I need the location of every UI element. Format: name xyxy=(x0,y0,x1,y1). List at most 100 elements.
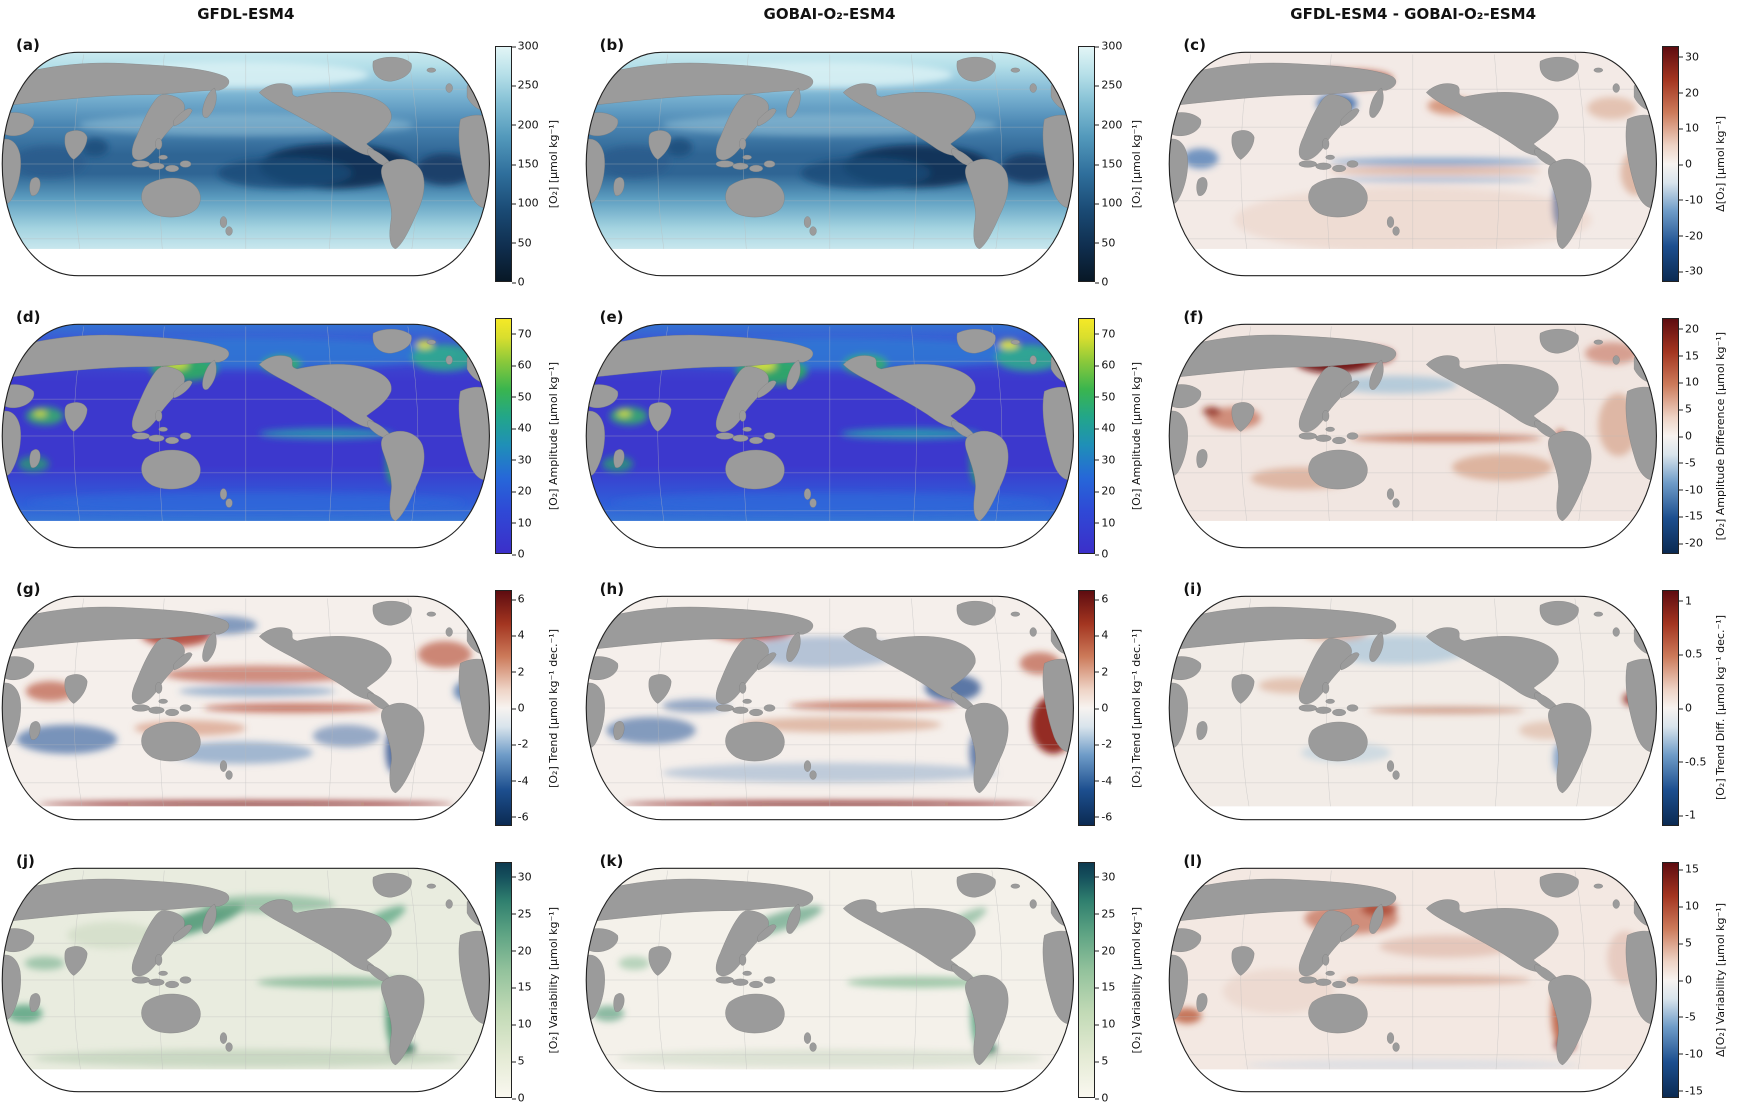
map-l: (l) xyxy=(1167,844,1659,1116)
colorbar-tick: 300 xyxy=(511,39,539,53)
colorbar-label: Δ[O₂] Variability [μmol kg⁻¹] xyxy=(1714,902,1727,1058)
colorbar-tick: -10 xyxy=(1679,193,1703,207)
panel-c: (c) xyxy=(1167,28,1751,300)
map-e: (e) xyxy=(584,300,1076,572)
colorbar-tick: 0 xyxy=(1095,1091,1109,1105)
colorbar-label: [O₂] Trend Diff. [μmol kg⁻¹ dec.⁻¹] xyxy=(1714,615,1727,801)
colorbar-tick: 0 xyxy=(511,275,525,289)
map-b: (b) xyxy=(584,28,1076,300)
colorbar-tick: 0 xyxy=(1679,973,1692,987)
colorbar-tick: -10 xyxy=(1679,483,1703,497)
colorbar-ticks: 0 5 10 15 20 25 30 xyxy=(511,862,546,1104)
world-map-amplitude-gfdl xyxy=(1,323,490,549)
colorbar-gradient xyxy=(1078,862,1096,1098)
colorbar-j: 0 5 10 15 20 25 30 [O₂] Variability [μmol kg⁻¹… xyxy=(492,844,584,1116)
colorbar-b: 0 50 100 150 200 250 300 [O₂] [μmol kg⁻¹] xyxy=(1075,28,1167,300)
colorbar-tick: 10 xyxy=(1095,1017,1116,1031)
colorbar-gradient xyxy=(494,862,512,1098)
colorbar-tick: 0 xyxy=(1095,275,1109,289)
colorbar-tick: 70 xyxy=(1095,327,1116,341)
colorbar-tick: 5 xyxy=(511,1054,525,1068)
colorbar-tick: 100 xyxy=(1095,196,1123,210)
colorbar-tick: 0.5 xyxy=(1679,647,1703,661)
world-map-o2-gobai xyxy=(585,51,1074,277)
colorbar-tick: 40 xyxy=(511,421,532,435)
colorbar-tick: -4 xyxy=(511,774,529,788)
panel-b: (b) xyxy=(584,28,1168,300)
panel-f: (f) xyxy=(1167,300,1751,572)
column-titles: GFDL-ESM4 GOBAI-O₂-ESM4 GFDL-ESM4 - GOBA… xyxy=(0,0,1751,28)
column-title-difference: GFDL-ESM4 - GOBAI-O₂-ESM4 xyxy=(1290,5,1537,23)
colorbar-tick: 6 xyxy=(511,592,525,606)
colorbar-tick: 200 xyxy=(511,118,539,132)
colorbar-tick: -20 xyxy=(1679,229,1703,243)
colorbar-gradient xyxy=(494,318,512,554)
panel-i: (i) xyxy=(1167,572,1751,844)
colorbar-gradient xyxy=(1078,318,1096,554)
colorbar-tick: 250 xyxy=(511,78,539,92)
colorbar-tick: -0.5 xyxy=(1678,755,1707,769)
colorbar-tick: 30 xyxy=(1095,870,1116,884)
panel-grid: (a) xyxy=(0,28,1751,1116)
map-j: (j) xyxy=(0,844,492,1116)
panel-label: (j) xyxy=(16,852,35,870)
colorbar-label: Δ[O₂] [μmol kg⁻¹] xyxy=(1714,116,1727,212)
colorbar-tick: -6 xyxy=(1095,810,1113,824)
colorbar-tick: 5 xyxy=(1679,936,1692,950)
colorbar-tick: -5 xyxy=(1679,1010,1696,1024)
panel-label: (i) xyxy=(1183,580,1203,598)
colorbar-tick: 30 xyxy=(1095,453,1116,467)
colorbar-tick: 300 xyxy=(1095,39,1123,53)
colorbar-tick: -15 xyxy=(1679,1084,1703,1098)
colorbar-tick: 20 xyxy=(511,944,532,957)
colorbar-gradient xyxy=(494,46,512,282)
colorbar-tick: 0 xyxy=(511,701,525,715)
colorbar-label: [O₂] Variability [μmol kg⁻¹] xyxy=(1130,906,1144,1054)
colorbar-tick: 250 xyxy=(1095,78,1123,92)
colorbar-tick: -6 xyxy=(511,810,529,824)
panel-label: (h) xyxy=(599,580,625,598)
map-c: (c) xyxy=(1167,28,1659,300)
colorbar-tick: -30 xyxy=(1679,264,1703,278)
colorbar-tick: 2 xyxy=(511,665,525,679)
colorbar-tick: 20 xyxy=(1095,484,1116,498)
panel-label: (b) xyxy=(599,36,625,54)
colorbar-label: [O₂] [μmol kg⁻¹] xyxy=(1130,119,1144,209)
world-map-o2-gfdl xyxy=(1,51,490,277)
colorbar-tick: 5 xyxy=(1095,1054,1109,1068)
colorbar-tick: 30 xyxy=(511,870,532,884)
colorbar-ticks: -30 -20 -10 0 10 20 30 xyxy=(1679,46,1713,282)
colorbar-tick: 20 xyxy=(1095,944,1116,957)
colorbar-ticks: -6 -4 -2 0 2 4 6 xyxy=(1095,590,1129,826)
colorbar-label: [O₂] Amplitude [μmol kg⁻¹] xyxy=(1130,361,1144,511)
colorbar-tick: 0 xyxy=(1679,429,1692,443)
colorbar-tick: 2 xyxy=(1095,665,1109,679)
colorbar-tick: 15 xyxy=(511,980,532,994)
colorbar-label: [O₂] Amplitude Difference [μmol kg⁻¹] xyxy=(1714,331,1727,541)
colorbar-ticks: 0 10 20 30 40 50 60 70 xyxy=(1095,318,1129,560)
colorbar-label: [O₂] [μmol kg⁻¹] xyxy=(546,119,560,209)
colorbar-ticks: 0 10 20 30 40 50 60 70 xyxy=(511,318,546,560)
panel-e: (e) xyxy=(584,300,1168,572)
colorbar-ticks: 0 50 100 150 200 250 300 xyxy=(1095,41,1129,288)
panel-label: (a) xyxy=(16,36,40,54)
colorbar-ticks: -1 -0.5 0 0.5 1 xyxy=(1678,590,1713,826)
colorbar-gradient xyxy=(1078,590,1096,826)
colorbar-gradient xyxy=(494,590,512,826)
colorbar-tick: 70 xyxy=(511,327,532,341)
world-map-variability-gobai xyxy=(585,867,1074,1093)
colorbar-tick: -20 xyxy=(1679,536,1703,550)
colorbar-tick: -2 xyxy=(1095,737,1113,751)
world-map-o2-diff xyxy=(1169,51,1658,277)
colorbar-i: -1 -0.5 0 0.5 1 [O₂] Trend Diff. [μmol kg⁻¹ … xyxy=(1659,572,1751,844)
colorbar-f: -20 -15 -10 -5 0 5 10 15 20 [O₂] Amplitude Diffe… xyxy=(1659,300,1751,572)
map-g: (g) xyxy=(0,572,492,844)
world-map-amplitude-gobai xyxy=(585,323,1074,549)
colorbar-tick: 0 xyxy=(511,1091,525,1105)
colorbar-ticks: 0 5 10 15 20 25 30 xyxy=(1095,862,1129,1104)
map-h: (h) xyxy=(584,572,1076,844)
panel-label: (e) xyxy=(599,308,624,326)
colorbar-label: [O₂] Variability [μmol kg⁻¹] xyxy=(546,906,560,1054)
panel-l: (l) xyxy=(1167,844,1751,1116)
colorbar-tick: 10 xyxy=(511,516,532,530)
